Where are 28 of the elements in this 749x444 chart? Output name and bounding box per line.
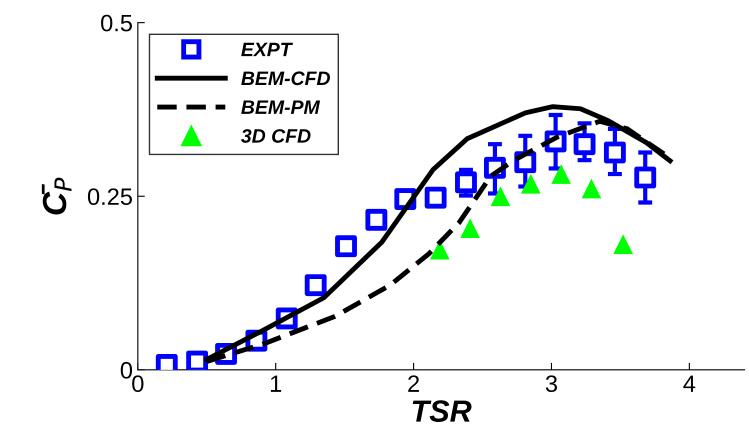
point <box>582 178 602 198</box>
point <box>490 186 510 206</box>
point <box>604 142 626 164</box>
point <box>634 166 656 188</box>
x-tick-label: 4 <box>683 376 696 392</box>
x-tick-label: 3 <box>546 375 557 392</box>
legend-label: BEM-CFD <box>241 71 330 86</box>
legend-label: BEM-PM <box>241 100 320 114</box>
point <box>551 164 571 184</box>
x-tick-label: 0 <box>132 375 144 392</box>
y-tick-label: 0.25 <box>88 188 132 206</box>
point <box>365 208 388 231</box>
point <box>460 218 480 238</box>
legend-label: 3D CFD <box>241 129 311 143</box>
point <box>455 171 477 194</box>
point <box>520 174 541 194</box>
point <box>335 235 357 258</box>
point <box>304 274 327 296</box>
y-tick-label: 0.5 <box>101 14 132 32</box>
y-tick-label: 0 <box>120 362 132 379</box>
x-axis-title: TSR <box>412 400 472 422</box>
x-tick-label: 1 <box>270 376 282 392</box>
x-tick-label: 2 <box>408 375 419 392</box>
point <box>424 186 447 209</box>
point <box>613 234 633 254</box>
point <box>574 133 596 156</box>
legend-label: EXPT <box>241 42 294 56</box>
y-axis-title: C̄$_{P}$ <box>42 178 72 214</box>
